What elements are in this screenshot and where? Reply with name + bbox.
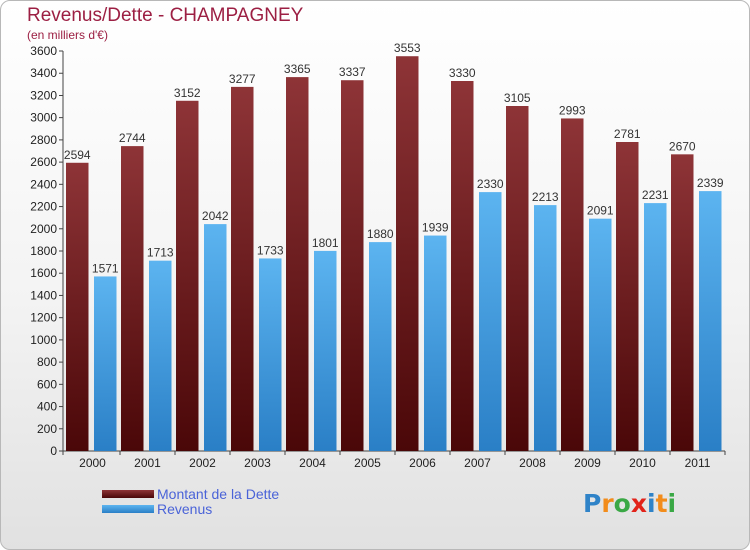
bar-dette <box>671 154 694 452</box>
data-label-revenus: 2091 <box>587 204 614 218</box>
bar-dette <box>66 162 89 451</box>
chart-subtitle: (en milliers d'€) <box>27 28 108 42</box>
data-label-dette: 2781 <box>614 127 641 141</box>
bar-revenus <box>534 205 557 451</box>
y-tick-label: 1600 <box>30 266 57 280</box>
x-tick-label: 2008 <box>519 456 546 470</box>
data-label-revenus: 2330 <box>477 177 504 191</box>
data-label-dette: 3152 <box>174 86 201 100</box>
bar-revenus <box>479 192 502 451</box>
legend-label-debt: Montant de la Dette <box>157 486 280 502</box>
logo-letter: x <box>630 489 647 518</box>
y-tick-label: 1000 <box>30 333 57 347</box>
data-label-dette: 3337 <box>339 65 366 79</box>
y-tick-label: 2400 <box>30 177 57 191</box>
bar-revenus <box>424 235 447 451</box>
bar-dette <box>341 80 364 451</box>
y-tick-label: 600 <box>37 377 57 391</box>
x-tick-label: 2007 <box>464 456 491 470</box>
bar-dette <box>451 81 474 451</box>
x-tick-label: 2004 <box>299 456 326 470</box>
data-label-dette: 3277 <box>229 72 256 86</box>
logo-letter: o <box>613 489 631 518</box>
logo-letter: P <box>583 489 602 518</box>
data-label-dette: 2744 <box>119 131 146 145</box>
bar-dette <box>396 56 419 451</box>
x-tick-label: 2011 <box>685 456 711 470</box>
proxiti-logo: Proxiti <box>583 489 676 518</box>
bar-dette <box>286 77 309 451</box>
data-label-revenus: 2339 <box>697 176 724 190</box>
bar-revenus <box>94 276 117 451</box>
bar-revenus <box>149 260 172 451</box>
x-tick-label: 2010 <box>629 456 656 470</box>
x-tick-label: 2009 <box>574 456 601 470</box>
bar-revenus <box>369 242 392 451</box>
legend-label-revenus: Revenus <box>157 501 213 517</box>
logo-letter: i <box>647 489 656 518</box>
bar-revenus <box>314 250 337 451</box>
legend-swatch-debt <box>102 490 154 498</box>
data-label-dette: 2594 <box>64 148 91 162</box>
y-tick-label: 800 <box>37 355 57 369</box>
data-label-revenus: 1733 <box>257 243 284 257</box>
x-tick-label: 2000 <box>79 456 106 470</box>
data-label-dette: 3330 <box>449 66 476 80</box>
y-tick-label: 200 <box>37 422 57 436</box>
y-tick-label: 3200 <box>30 88 57 102</box>
bar-dette <box>176 100 199 452</box>
y-tick-label: 400 <box>37 400 57 414</box>
y-tick-label: 3400 <box>30 66 57 80</box>
data-label-revenus: 1801 <box>312 236 339 250</box>
bar-dette <box>506 106 529 451</box>
logo-letter: t <box>655 489 668 518</box>
bar-revenus <box>204 224 227 451</box>
bar-revenus <box>589 218 612 451</box>
data-label-revenus: 1880 <box>367 227 394 241</box>
y-tick-label: 1400 <box>30 288 57 302</box>
data-label-revenus: 2213 <box>532 190 559 204</box>
data-label-revenus: 1939 <box>422 221 449 235</box>
chart-title: Revenus/Dette - CHAMPAGNEY <box>27 5 304 26</box>
bar-revenus <box>644 203 667 451</box>
bar-dette <box>121 146 144 451</box>
bar-revenus <box>259 258 282 451</box>
x-tick-label: 2003 <box>244 456 271 470</box>
data-label-dette: 3105 <box>504 91 531 105</box>
data-label-dette: 2993 <box>559 103 586 117</box>
y-tick-label: 3600 <box>30 44 57 58</box>
bar-dette <box>561 118 584 451</box>
data-label-revenus: 1713 <box>147 246 174 260</box>
data-labels: 2594 1571 2744 1713 3152 2042 3277 1733 3365 1801… <box>64 41 724 275</box>
logo-letter: i <box>667 489 677 518</box>
y-tick-label: 0 <box>50 444 57 458</box>
data-label-revenus: 2042 <box>202 209 229 223</box>
x-tick-label: 2001 <box>134 456 161 470</box>
legend-swatch-revenus <box>102 505 154 513</box>
bar-dette <box>616 142 639 451</box>
y-tick-label: 2200 <box>30 200 57 214</box>
data-label-revenus: 1571 <box>92 261 119 275</box>
x-tick-label: 2002 <box>189 456 216 470</box>
y-tick-label: 2600 <box>30 155 57 169</box>
bar-revenus <box>699 191 722 451</box>
x-tick-label: 2005 <box>354 456 381 470</box>
y-tick-label: 2800 <box>30 133 57 147</box>
data-label-dette: 3553 <box>394 41 421 55</box>
x-tick-label: 2006 <box>409 456 436 470</box>
y-tick-label: 2000 <box>30 222 57 236</box>
bar-dette <box>231 86 254 451</box>
axes: 0 200 400 600 800 1000 1200 1400 1600 1800 2000 220… <box>30 44 726 470</box>
data-label-dette: 3365 <box>284 62 311 76</box>
logo-letter: r <box>601 489 614 518</box>
y-tick-label: 3000 <box>30 111 57 125</box>
y-tick-label: 1200 <box>30 311 57 325</box>
bars <box>66 56 722 452</box>
y-tick-label: 1800 <box>30 244 57 258</box>
data-label-dette: 2670 <box>669 139 696 153</box>
data-label-revenus: 2231 <box>642 188 669 202</box>
